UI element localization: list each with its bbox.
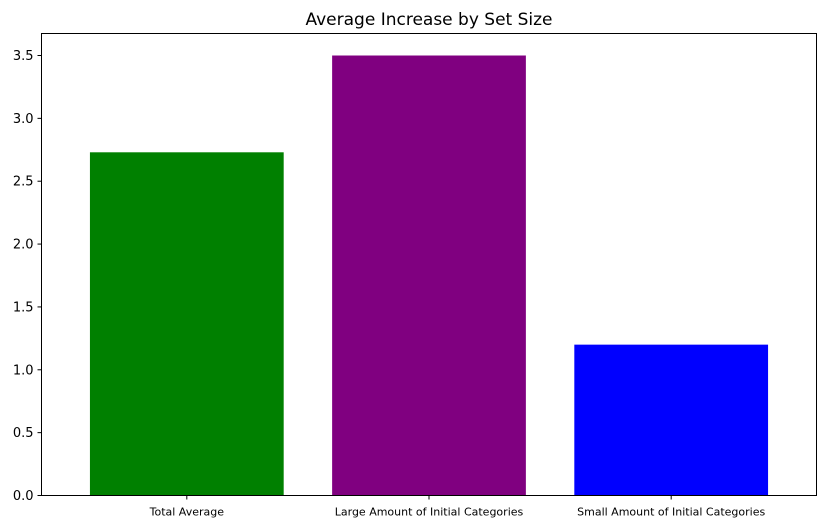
y-axis: 0.0 0.5 1.0 1.5 2.0 2.5 3.0 3.5 <box>13 49 42 504</box>
y-tick-label: 3.0 <box>13 112 34 127</box>
y-tick-label: 0.0 <box>13 489 34 504</box>
y-tick-label: 1.5 <box>13 300 34 315</box>
bars-layer <box>89 55 769 496</box>
x-tick-label: Small Amount of Initial Categories <box>577 506 765 519</box>
chart-title: Average Increase by Set Size <box>305 10 552 30</box>
x-tick-label: Large Amount of Initial Categories <box>335 506 524 519</box>
x-axis: Total Average Large Amount of Initial Cat… <box>149 495 765 519</box>
y-tick-label: 3.5 <box>13 49 34 64</box>
bar-large-amount-of-initial-categories <box>332 55 526 496</box>
y-tick-label: 2.0 <box>13 238 34 253</box>
y-tick-label: 1.0 <box>13 363 34 378</box>
plot-frame <box>41 33 817 496</box>
bar-total-average <box>89 152 284 496</box>
bar-small-amount-of-initial-categories <box>574 344 769 496</box>
x-tick-label: Total Average <box>149 506 225 519</box>
y-tick-label: 2.5 <box>13 175 34 190</box>
y-tick-label: 0.5 <box>13 426 34 441</box>
